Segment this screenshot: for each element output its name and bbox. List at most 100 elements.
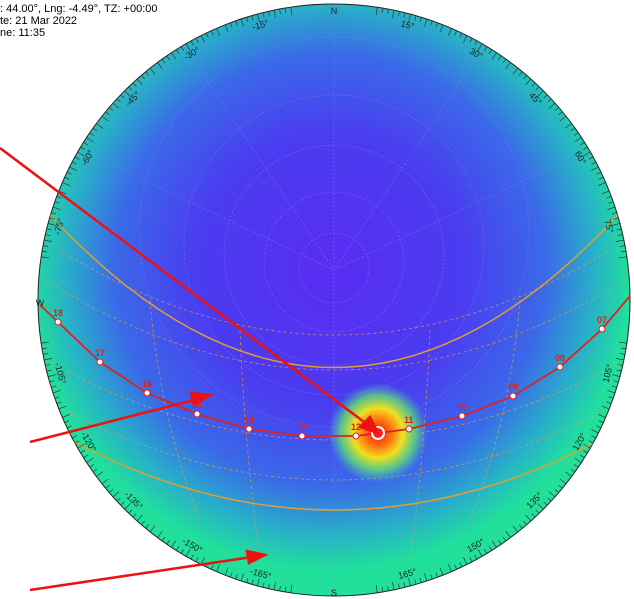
tick-mark xyxy=(559,478,567,485)
tick-mark xyxy=(523,75,527,80)
tick-mark xyxy=(463,557,468,565)
tick-mark xyxy=(132,513,137,518)
tick-mark xyxy=(240,573,244,582)
tick-mark xyxy=(598,182,606,186)
tick-mark xyxy=(86,457,94,463)
tick-mark xyxy=(257,13,260,22)
tick-mark xyxy=(518,524,523,529)
tick-mark xyxy=(101,115,109,122)
tick-mark xyxy=(484,548,488,554)
tick-mark xyxy=(570,127,576,132)
tick-mark xyxy=(512,67,519,75)
compass-label: S xyxy=(331,588,337,598)
tick-mark xyxy=(543,94,548,99)
tick-mark xyxy=(408,578,411,587)
hour-label: 13 xyxy=(297,422,307,432)
tick-mark xyxy=(262,582,265,588)
tick-mark xyxy=(149,525,156,533)
compass-label: W xyxy=(36,298,45,308)
tick-mark xyxy=(381,8,384,14)
tick-mark xyxy=(502,536,507,542)
tick-mark xyxy=(525,78,532,86)
tick-mark xyxy=(430,574,433,580)
tick-mark xyxy=(77,151,85,157)
tick-mark xyxy=(128,509,133,514)
tick-mark xyxy=(448,28,452,36)
tick-mark xyxy=(612,223,621,226)
tick-mark xyxy=(616,228,622,231)
tick-mark xyxy=(439,24,444,33)
tick-mark xyxy=(381,586,384,592)
azimuth-label: 165° xyxy=(397,566,418,581)
tick-mark xyxy=(109,107,114,111)
tick-mark xyxy=(62,182,70,186)
tick-mark xyxy=(617,364,623,366)
grid xyxy=(44,5,626,596)
hour-label: 08 xyxy=(555,353,565,363)
tick-mark xyxy=(463,35,468,43)
tick-mark xyxy=(430,20,433,26)
tick-mark xyxy=(439,567,444,576)
hour-marker xyxy=(245,425,253,433)
tick-mark xyxy=(96,123,103,129)
tick-mark xyxy=(166,539,170,545)
tick-mark xyxy=(116,497,121,502)
tick-mark xyxy=(474,40,478,46)
tick-mark xyxy=(618,341,627,344)
header-line: : 44.00°, Lng: -4.49°, TZ: +00:00 xyxy=(0,3,158,15)
tick-mark xyxy=(547,497,552,502)
tick-mark xyxy=(558,111,563,116)
tick-mark xyxy=(612,374,621,377)
tick-mark xyxy=(608,201,614,204)
tick-mark xyxy=(419,577,422,583)
tick-mark xyxy=(474,554,478,560)
tick-mark xyxy=(284,586,287,592)
tick-mark xyxy=(448,564,452,572)
tick-mark xyxy=(120,501,125,506)
tick-mark xyxy=(149,67,156,75)
tick-mark xyxy=(387,585,389,592)
tick-mark xyxy=(591,435,596,439)
tick-mark xyxy=(216,28,220,36)
tick-mark xyxy=(124,503,131,510)
tick-mark xyxy=(596,171,602,175)
tick-mark xyxy=(408,13,411,22)
tick-mark xyxy=(157,531,163,538)
tick-mark xyxy=(598,420,604,424)
hour-marker xyxy=(509,392,517,400)
tick-mark xyxy=(505,62,511,69)
tick-mark xyxy=(251,579,254,585)
tick-mark xyxy=(51,385,57,388)
tick-mark xyxy=(216,564,220,572)
tick-mark xyxy=(615,239,624,242)
tick-mark xyxy=(531,82,536,87)
tick-mark xyxy=(136,514,143,522)
tick-mark xyxy=(64,420,70,424)
tick-mark xyxy=(268,583,270,589)
tick-mark xyxy=(518,71,523,76)
tick-mark xyxy=(105,111,110,116)
tick-mark xyxy=(51,212,57,215)
tick-mark xyxy=(284,8,287,14)
tick-mark xyxy=(45,234,51,236)
tick-mark xyxy=(195,557,199,562)
tick-mark xyxy=(262,12,265,18)
tick-mark xyxy=(224,24,229,33)
tick-mark xyxy=(491,540,497,548)
tick-mark xyxy=(52,390,61,394)
tick-mark xyxy=(42,347,48,350)
tick-mark xyxy=(598,414,606,418)
tick-mark xyxy=(619,353,626,355)
tick-mark xyxy=(574,137,582,143)
tick-mark xyxy=(505,531,511,538)
hour-label: 09 xyxy=(508,382,518,392)
tick-mark xyxy=(41,256,50,259)
tick-mark xyxy=(56,401,62,404)
tick-mark xyxy=(175,49,180,54)
tick-mark xyxy=(246,577,249,583)
tick-mark xyxy=(620,250,626,253)
tick-mark xyxy=(618,256,627,259)
tick-mark xyxy=(230,22,233,28)
